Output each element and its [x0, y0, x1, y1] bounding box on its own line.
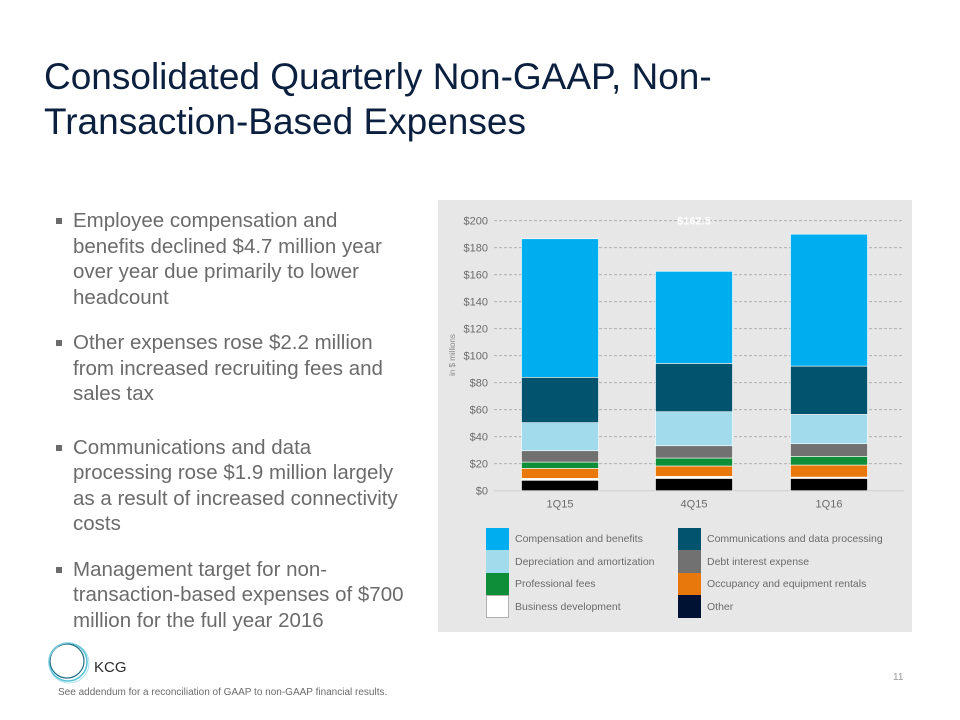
y-tick-label: $180	[464, 243, 488, 255]
bar-segment	[521, 480, 599, 491]
y-tick-label: $160	[464, 270, 488, 282]
legend-item: Professional fees	[486, 572, 596, 596]
y-axis-label: in $ millions	[448, 334, 457, 376]
bar-segment	[790, 443, 868, 457]
bar-segment	[521, 238, 599, 378]
legend-swatch	[486, 527, 509, 551]
legend-item: Debt interest expense	[678, 550, 810, 573]
bar-segment	[790, 233, 868, 367]
expense-chart: $0 $20 $40 $60 $80 $100 $120 $140 $160 $180 $200 in…	[438, 200, 912, 632]
legend-swatch	[678, 550, 701, 573]
bullet-text: Communications and data processing rose …	[73, 435, 398, 536]
y-tick-label: $80	[470, 378, 488, 390]
footnote: See addendum for a reconciliation of GAA…	[58, 687, 388, 698]
legend-swatch	[678, 595, 701, 618]
bullet-item: Other expenses rose $2.2 million from in…	[56, 330, 406, 407]
bar-segment	[521, 377, 599, 423]
legend-label: Debt interest expense	[707, 555, 810, 568]
legend-swatch	[678, 572, 701, 596]
bullet-square-icon	[56, 340, 62, 346]
y-tick-label: $0	[476, 486, 488, 498]
bar-segment	[521, 422, 599, 452]
legend-item: Communications and data processing	[678, 527, 883, 551]
x-tick-label: 4Q15	[681, 499, 708, 511]
page-number: 11	[893, 672, 904, 683]
bar-segment	[655, 465, 733, 477]
bullet-item: Communications and data processing rose …	[56, 435, 406, 537]
legend-label: Other	[707, 600, 734, 613]
legend-item: Compensation and benefits	[486, 527, 643, 551]
x-tick-label: 1Q16	[816, 499, 843, 511]
bullet-square-icon	[56, 566, 62, 573]
legend-item: Other	[678, 595, 734, 618]
bullet-text: Management target for non-transaction-ba…	[73, 557, 404, 632]
bar-segment	[655, 271, 733, 364]
x-tick-label: 1Q15	[547, 499, 574, 511]
bar-segment	[655, 363, 733, 413]
legend-label: Compensation and benefits	[515, 533, 643, 545]
legend-swatch	[486, 572, 509, 596]
bar-segment	[521, 450, 599, 463]
legend-swatch	[678, 527, 701, 551]
slide-title-line-2: Transaction-Based Expenses	[44, 101, 526, 142]
chart-plot: $0 $20 $40 $60 $80 $100 $120 $140 $160 $180 $200 in…	[448, 216, 904, 511]
y-tick-label: $40	[470, 432, 488, 444]
kcg-logo-icon	[48, 642, 90, 684]
legend-item: Depreciation and amortization	[486, 550, 655, 573]
bullet-item: Management target for non-transaction-ba…	[56, 557, 406, 634]
legend-swatch	[486, 550, 509, 573]
bar-segment	[790, 478, 868, 492]
bullet-square-icon	[56, 218, 62, 224]
y-tick-label: $100	[464, 351, 488, 363]
legend-label: Occupancy and equipment rentals	[707, 578, 867, 590]
legend-item: Business development	[486, 595, 621, 618]
y-tick-label: $140	[464, 297, 488, 309]
y-tick-label: $200	[464, 216, 488, 228]
bar-segment	[655, 457, 733, 467]
legend-swatch	[486, 595, 509, 618]
legend-label: Business development	[515, 600, 621, 613]
slide-title: Consolidated Quarterly Non-GAAP, Non- Tr…	[44, 54, 844, 144]
bar-segment	[790, 414, 868, 445]
bar-segment	[521, 468, 599, 479]
bullet-text: Other expenses rose $2.2 million from in…	[73, 331, 383, 405]
bullet-item: Employee compensation and benefits decli…	[56, 208, 406, 310]
bar-segment	[521, 461, 599, 469]
bar-segment	[790, 464, 868, 478]
bar-segment	[790, 456, 868, 466]
bar-total-label: $162.5	[677, 216, 711, 228]
bullet-list: Employee compensation and benefits decli…	[56, 208, 406, 653]
bar-segment	[790, 365, 868, 415]
bar-segment	[655, 478, 733, 492]
y-tick-label: $20	[470, 459, 488, 471]
bar-segment	[655, 411, 733, 447]
legend-label: Professional fees	[515, 578, 596, 590]
bullet-square-icon	[56, 444, 62, 451]
bullet-text: Employee compensation and benefits decli…	[73, 209, 382, 309]
legend-label: Communications and data processing	[707, 533, 883, 545]
logo-text: KCG	[94, 659, 127, 676]
bar-segment	[655, 445, 733, 459]
y-tick-label: $120	[464, 324, 488, 336]
y-tick-label: $60	[470, 405, 488, 417]
bar-segment	[655, 476, 733, 479]
legend-label: Depreciation and amortization	[515, 555, 655, 568]
legend-item: Occupancy and equipment rentals	[678, 572, 867, 596]
slide-title-line-1: Consolidated Quarterly Non-GAAP, Non-	[44, 56, 712, 97]
